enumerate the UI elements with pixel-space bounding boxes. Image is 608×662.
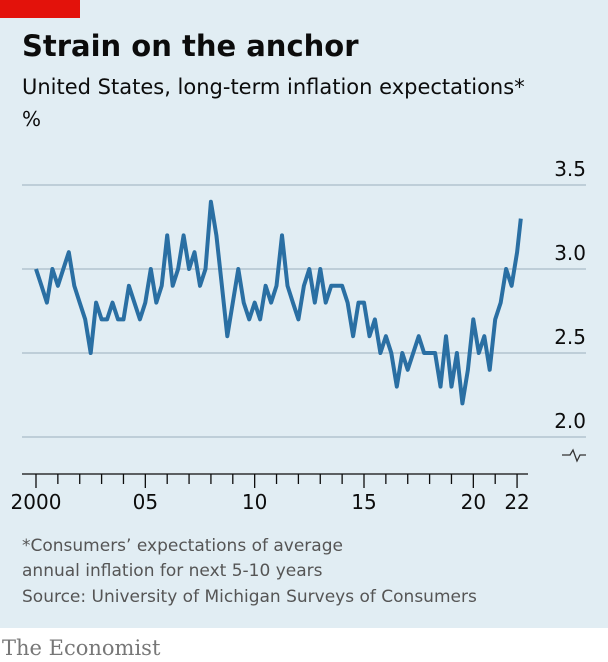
- footnote: *Consumers’ expectations of average: [22, 536, 343, 556]
- footnote: annual inflation for next 5-10 years: [22, 561, 323, 581]
- y-tick-label: 2.5: [554, 325, 586, 349]
- x-tick-label: 2000: [11, 490, 62, 514]
- axis-break: [562, 448, 586, 463]
- subtitle: United States, long-term inflation expec…: [22, 75, 525, 99]
- y-tick-label: 3.0: [554, 241, 586, 265]
- x-tick-label: 05: [133, 490, 158, 514]
- data-line: [34, 199, 523, 406]
- source: Source: University of Michigan Surveys o…: [22, 587, 477, 607]
- x-tick-label: 22: [504, 490, 529, 514]
- x-tick-label: 15: [351, 490, 376, 514]
- chart-title: Strain on the anchor: [22, 29, 359, 63]
- red-tag: [0, 0, 80, 18]
- y-tick-label: 3.5: [554, 157, 586, 181]
- x-tick-label: 20: [461, 490, 486, 514]
- brand: The Economist: [2, 636, 161, 660]
- y-tick-label: 2.0: [554, 409, 586, 433]
- x-tick-label: 10: [242, 490, 267, 514]
- unit: %: [22, 107, 41, 131]
